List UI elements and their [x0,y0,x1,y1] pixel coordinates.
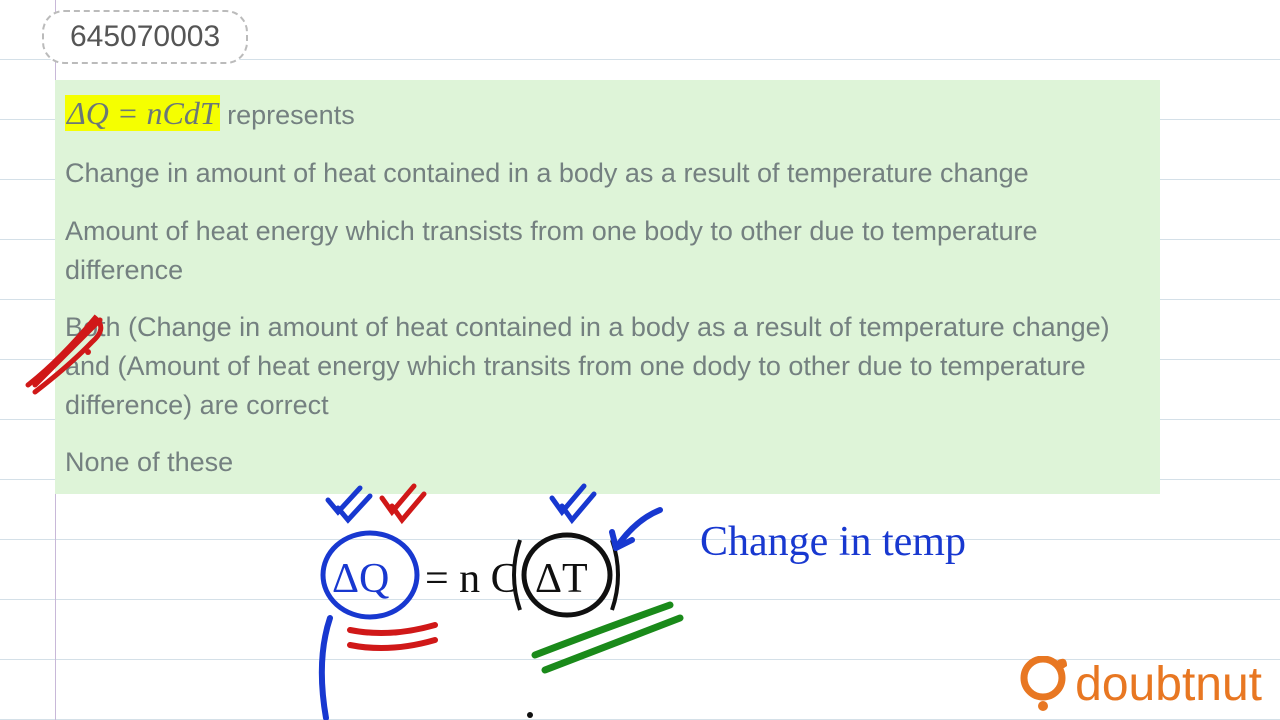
option-4: None of these [65,443,1150,482]
option-2: Amount of heat energy which transists fr… [65,212,1150,290]
logo-icon [1017,656,1069,712]
represents-text: represents [220,100,355,130]
question-panel: ΔQ = nCdT represents Change in amount of… [55,80,1160,494]
formula-highlight: ΔQ = nCdT [65,95,220,131]
question-id: 645070003 [70,20,220,53]
option-1: Change in amount of heat contained in a … [65,154,1150,193]
logo-text: doubtnut [1075,657,1262,712]
question-stem: ΔQ = nCdT represents [65,90,1150,136]
option-3: Both (Change in amount of heat contained… [65,308,1150,425]
doubtnut-logo: doubtnut [1017,656,1262,712]
question-id-box: 645070003 [42,10,248,64]
